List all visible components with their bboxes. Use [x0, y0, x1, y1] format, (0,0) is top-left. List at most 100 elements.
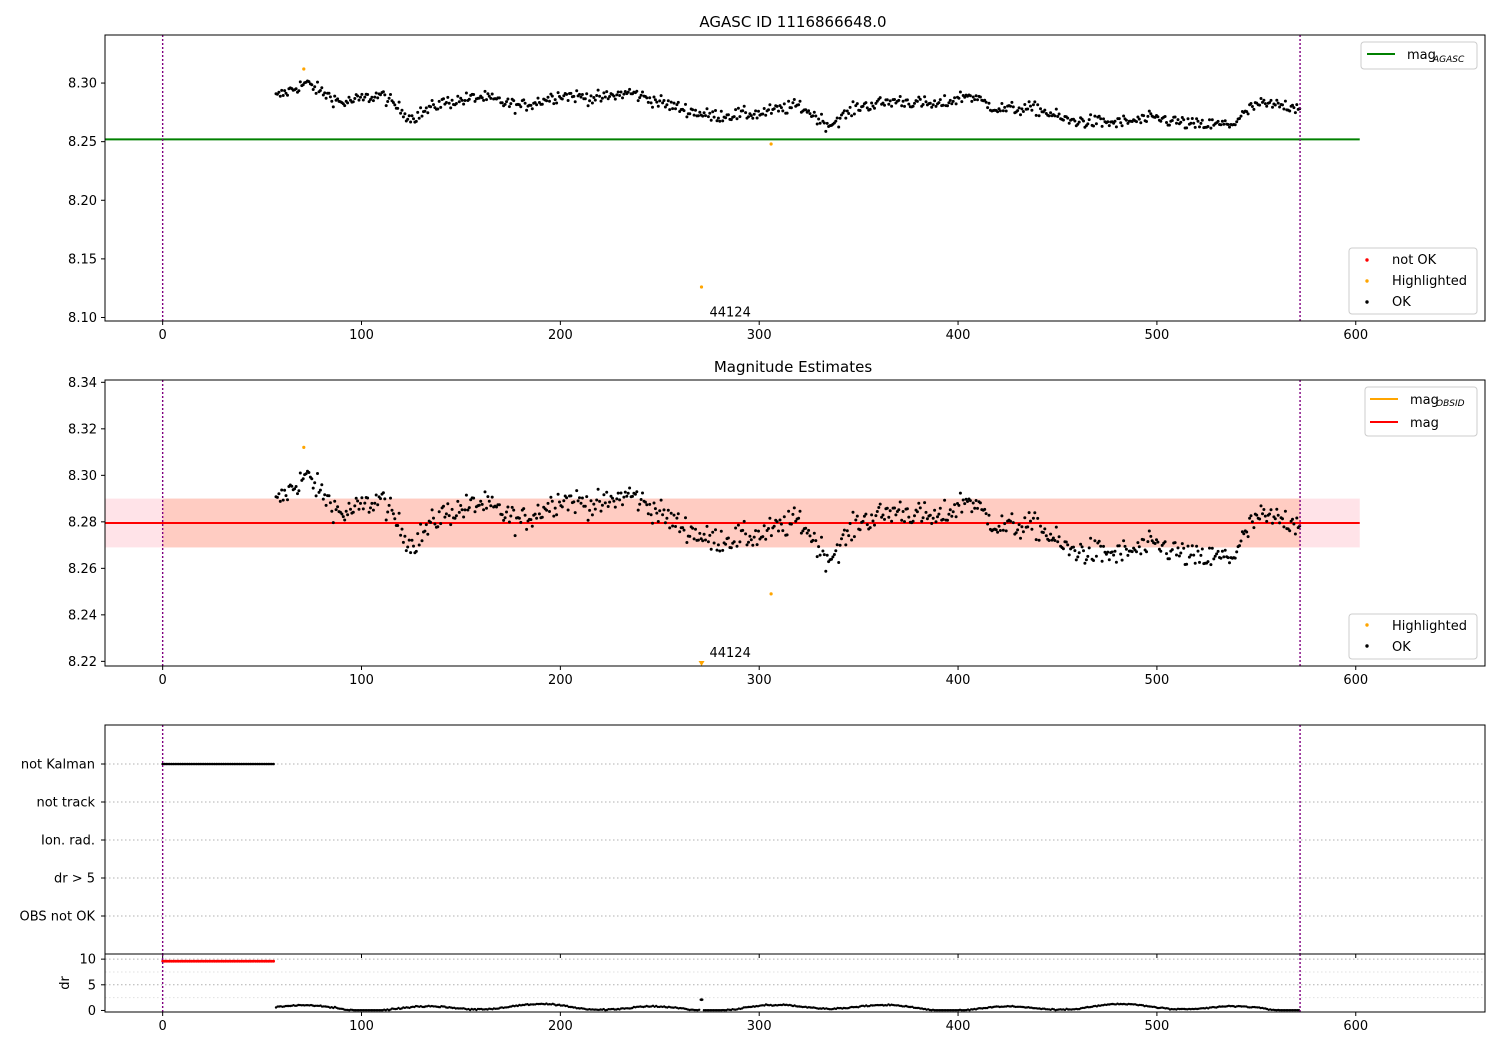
category-label: OBS not OK: [20, 910, 96, 925]
ok-point: [671, 524, 675, 528]
ok-point: [661, 101, 665, 105]
ok-point: [838, 543, 842, 547]
ok-point: [324, 503, 328, 507]
ok-point: [744, 532, 748, 536]
ok-point: [1087, 546, 1091, 550]
ok-point: [711, 110, 715, 114]
ok-point: [354, 496, 358, 500]
ok-point: [639, 498, 643, 501]
ok-point: [772, 107, 776, 111]
ok-point: [420, 539, 424, 543]
ok-point: [456, 94, 460, 98]
ok-point: [684, 102, 687, 106]
highlighted-point: [769, 592, 773, 596]
ok-point: [789, 106, 793, 110]
not-kalman-point: [256, 762, 259, 766]
ok-point: [576, 499, 580, 503]
ok-point: [599, 99, 603, 103]
ok-point: [885, 506, 889, 510]
ok-point: [715, 119, 719, 123]
ok-point: [726, 536, 730, 540]
ok-point: [1076, 555, 1080, 559]
ok-point: [409, 551, 413, 555]
ok-point: [688, 534, 692, 538]
ok-point: [1276, 513, 1280, 517]
ok-point: [1176, 546, 1180, 550]
ok-point: [752, 112, 756, 116]
ok-point: [1282, 107, 1286, 111]
not-kalman-point: [202, 762, 206, 766]
ok-point: [762, 107, 766, 110]
ok-point: [603, 501, 607, 505]
ok-point: [280, 88, 284, 92]
ok-point: [606, 505, 610, 508]
ok-point: [386, 100, 390, 103]
ok-point: [556, 91, 560, 95]
x-tick-label: 200: [548, 328, 573, 343]
ok-point: [359, 501, 362, 505]
ok-point: [1185, 126, 1189, 130]
ok-point: [950, 102, 954, 106]
ok-point: [970, 99, 974, 103]
ok-point: [1113, 549, 1117, 553]
ok-point: [1233, 556, 1237, 560]
ok-point: [1282, 525, 1286, 529]
not-kalman-point: [241, 762, 245, 766]
ok-point: [1200, 547, 1204, 551]
ok-point: [701, 539, 705, 543]
not-kalman-point: [218, 762, 222, 766]
ok-point: [298, 471, 302, 475]
ok-point: [941, 517, 945, 521]
ok-point: [1216, 549, 1220, 553]
ok-point: [973, 506, 977, 510]
ok-point: [611, 496, 614, 500]
ok-point: [486, 92, 490, 96]
ok-point: [381, 491, 385, 495]
ok-point: [410, 114, 414, 118]
not-kalman-point: [211, 762, 215, 766]
ok-point: [367, 510, 371, 514]
ok-point: [497, 96, 501, 100]
ok-point: [596, 88, 600, 92]
ok-point: [366, 93, 370, 96]
ok-point: [851, 100, 855, 104]
ok-point: [643, 500, 647, 504]
ok-point: [649, 101, 653, 105]
ok-point: [1099, 117, 1103, 121]
ok-point: [513, 111, 517, 115]
ok-point: [1281, 103, 1284, 107]
ok-point: [1019, 113, 1022, 117]
ok-point: [672, 101, 676, 105]
ok-point: [529, 518, 533, 522]
ok-point: [450, 98, 454, 102]
ok-point: [752, 535, 756, 539]
ok-point: [1093, 114, 1097, 118]
ok-point: [736, 523, 740, 527]
ok-point: [1023, 103, 1027, 106]
not-kalman-point: [209, 762, 213, 766]
ok-point: [838, 116, 842, 120]
ok-point: [1208, 546, 1211, 550]
ok-point: [1250, 520, 1254, 524]
ok-point: [536, 503, 540, 507]
ok-point: [661, 513, 665, 517]
ok-point: [797, 103, 801, 107]
ok-point: [419, 522, 423, 526]
ok-point: [347, 95, 351, 99]
ok-point: [961, 498, 965, 502]
legend-box: [1360, 41, 1478, 70]
ok-point: [1001, 528, 1005, 532]
ok-point: [658, 99, 662, 103]
ok-point: [1226, 123, 1230, 126]
ok-point: [1039, 107, 1042, 111]
ok-point: [512, 508, 516, 512]
x-tick-label: 0: [159, 328, 167, 343]
ok-point: [1195, 117, 1199, 121]
ok-point: [606, 97, 610, 101]
ok-point: [704, 538, 707, 542]
ok-point: [781, 109, 785, 113]
ok-point: [399, 533, 403, 537]
ok-point: [1082, 549, 1085, 553]
ok-point: [1034, 538, 1038, 542]
ok-point: [1094, 554, 1098, 558]
